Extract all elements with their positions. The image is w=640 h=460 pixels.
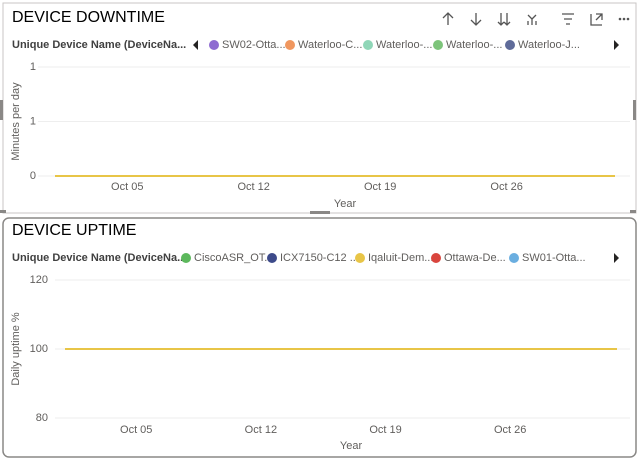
legend-marker: [181, 253, 191, 263]
chart-title: DEVICE UPTIME: [12, 222, 136, 239]
x-tick-label: Oct 12: [245, 424, 277, 436]
legend-title: Unique Device Name (DeviceNa...: [12, 252, 186, 264]
legend-marker: [505, 40, 515, 50]
y-tick-label: 1: [30, 61, 36, 73]
y-tick-label: 1: [30, 115, 36, 127]
legend-marker: [209, 40, 219, 50]
x-tick-label: Oct 05: [120, 424, 152, 436]
legend-marker: [431, 253, 441, 263]
y-tick-label: 100: [30, 343, 48, 355]
legend-label: Waterloo-...: [446, 39, 502, 51]
legend-marker: [363, 40, 373, 50]
legend-prev[interactable]: [193, 40, 198, 50]
legend-marker: [355, 253, 365, 263]
x-tick-label: Oct 26: [490, 181, 522, 193]
legend-label: ICX7150-C12 ...: [280, 252, 359, 264]
legend-label: SW02-Otta...: [222, 39, 286, 51]
x-tick-label: Oct 26: [494, 424, 526, 436]
chart-title: DEVICE DOWNTIME: [12, 9, 165, 26]
x-axis-title: Year: [334, 198, 357, 210]
y-tick-label: 80: [36, 412, 48, 424]
legend-next[interactable]: [614, 40, 619, 50]
legend-marker: [433, 40, 443, 50]
x-tick-label: Oct 05: [111, 181, 143, 193]
legend-label: Waterloo-...: [376, 39, 432, 51]
legend-next[interactable]: [614, 253, 619, 263]
legend-label: Iqaluit-Dem...: [368, 252, 433, 264]
panel-uptime: [2, 217, 637, 458]
y-tick-label: 120: [30, 274, 48, 286]
y-axis-title: Daily uptime %: [10, 312, 22, 386]
x-axis-title: Year: [340, 440, 363, 452]
legend-label: SW01-Otta...: [522, 252, 586, 264]
toolbar[interactable]: [442, 12, 630, 26]
legend-marker: [509, 253, 519, 263]
y-axis-title: Minutes per day: [10, 82, 22, 161]
legend-label: Waterloo-C...: [298, 39, 362, 51]
legend-label: Waterloo-J...: [518, 39, 580, 51]
panel-downtime: [2, 2, 637, 214]
legend-marker: [285, 40, 295, 50]
legend-label: CiscoASR_OT...: [194, 252, 273, 264]
resize-handles: [0, 100, 636, 214]
x-tick-label: Oct 19: [369, 424, 401, 436]
y-tick-label: 0: [30, 170, 36, 182]
x-tick-label: Oct 12: [238, 181, 270, 193]
legend-title: Unique Device Name (DeviceNa...: [12, 39, 186, 51]
legend-label: Ottawa-De...: [444, 252, 506, 264]
x-tick-label: Oct 19: [364, 181, 396, 193]
legend-marker: [267, 253, 277, 263]
